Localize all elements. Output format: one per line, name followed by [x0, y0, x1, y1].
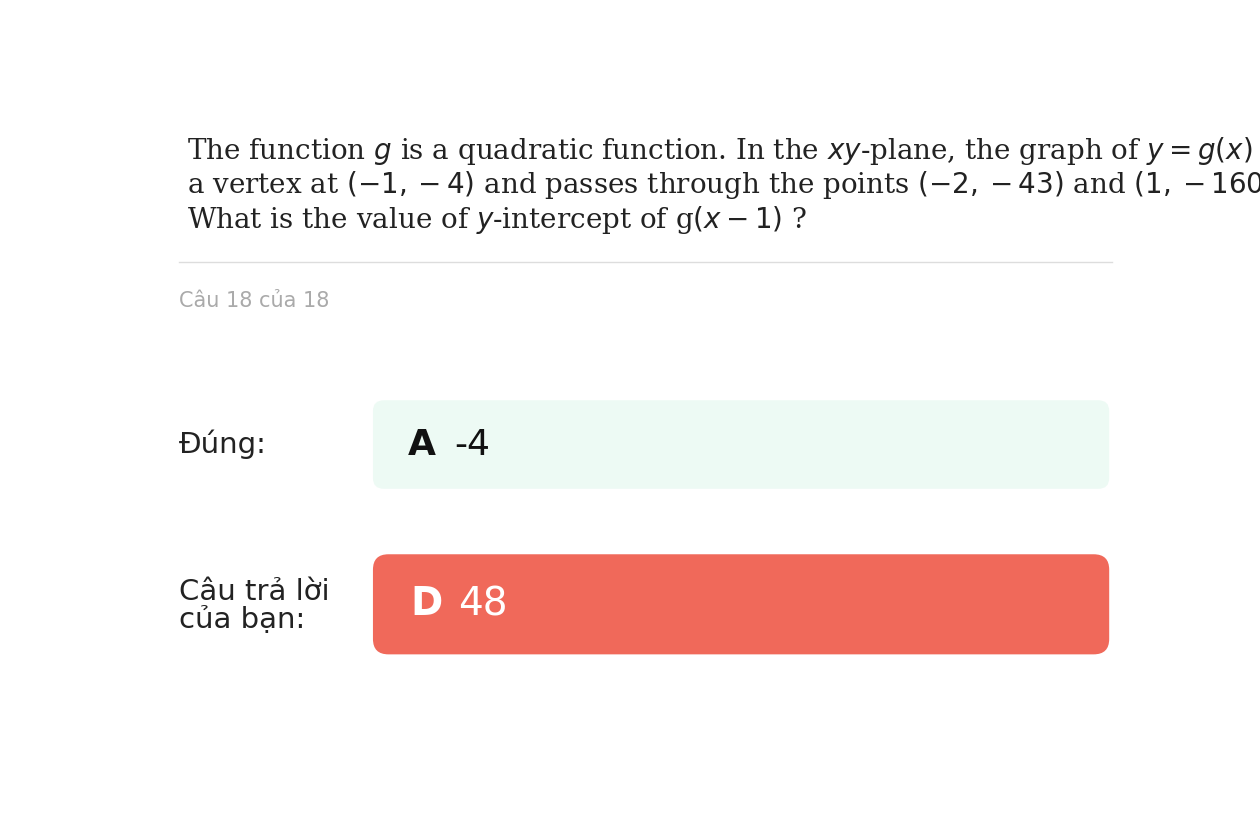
Text: D: D — [411, 586, 442, 623]
Text: Câu trả lời: Câu trả lời — [179, 578, 330, 606]
Text: của bạn:: của bạn: — [179, 606, 305, 634]
Text: -4: -4 — [455, 427, 490, 461]
Text: a vertex at $(-1, -4)$ and passes through the points $(-2, -43)$ and $(1, -160)$: a vertex at $(-1, -4)$ and passes throug… — [186, 169, 1260, 202]
Text: Câu 18 của 18: Câu 18 của 18 — [179, 291, 330, 311]
Text: A: A — [408, 427, 436, 461]
Text: 48: 48 — [459, 586, 508, 623]
Text: The function $g$ is a quadratic function. In the $xy$-plane, the graph of $y = g: The function $g$ is a quadratic function… — [186, 135, 1260, 167]
FancyBboxPatch shape — [373, 554, 1109, 655]
FancyBboxPatch shape — [373, 401, 1109, 489]
Text: Đúng:: Đúng: — [179, 430, 267, 459]
Text: What is the value of $y$-intercept of g$(x - 1)$ ?: What is the value of $y$-intercept of g$… — [186, 204, 806, 236]
